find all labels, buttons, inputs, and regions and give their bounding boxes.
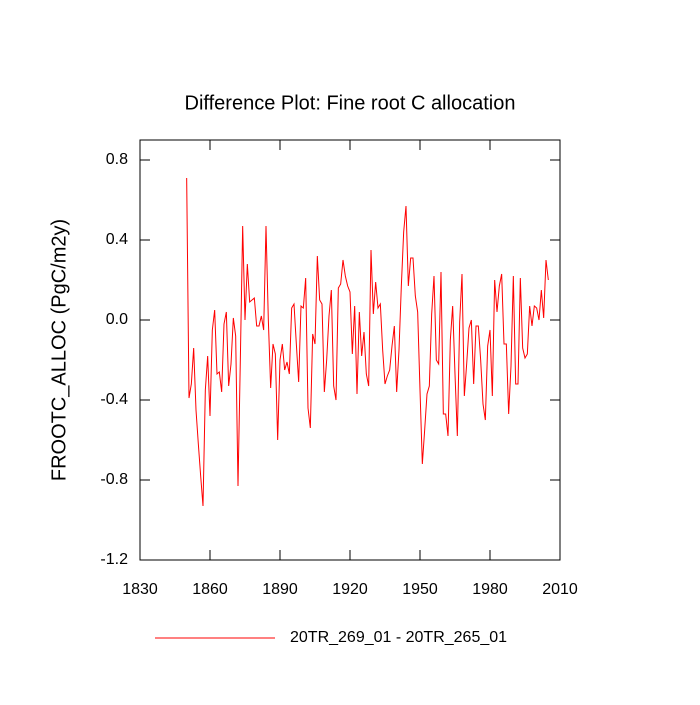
chart-title: Difference Plot: Fine root C allocation — [185, 92, 516, 114]
x-tick-label: 1920 — [332, 581, 368, 598]
x-tick-label: 2010 — [542, 581, 578, 598]
data-line — [186, 177, 549, 507]
y-axis-label: FROOTC_ALLOC (PgC/m2y) — [48, 219, 70, 481]
x-tick-label: 1950 — [402, 581, 438, 598]
y-tick-label: 0.8 — [106, 151, 128, 168]
y-tick-label: -0.8 — [100, 471, 128, 488]
legend-label: 20TR_269_01 - 20TR_265_01 — [290, 629, 507, 646]
x-tick-label: 1890 — [262, 581, 298, 598]
y-tick-label: -0.4 — [100, 391, 128, 408]
x-tick-label: 1830 — [122, 581, 158, 598]
y-tick-label: 0.0 — [106, 311, 128, 328]
y-tick-label: -1.2 — [100, 551, 128, 568]
x-tick-label: 1980 — [472, 581, 508, 598]
y-tick-label: 0.4 — [106, 231, 128, 248]
x-tick-label: 1860 — [192, 581, 228, 598]
